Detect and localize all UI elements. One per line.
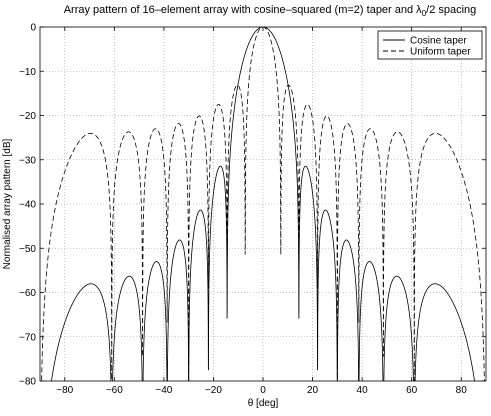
x-tick-label: −60 xyxy=(106,385,123,396)
x-tick-label: 20 xyxy=(307,385,319,396)
y-tick-label: −70 xyxy=(19,332,36,343)
y-tick-label: −10 xyxy=(19,67,36,78)
cosine-taper-line xyxy=(51,27,475,381)
y-tick-label: −60 xyxy=(19,288,36,299)
ticks: −80 −60 −40 −20 0 20 40 60 80 0 −10 −20 −30 −40 −50 −60… xyxy=(19,23,486,396)
y-axis-label: Normalised array pattern [dB] xyxy=(2,138,13,269)
x-tick-label: 40 xyxy=(357,385,369,396)
x-tick-label: 60 xyxy=(406,385,418,396)
uniform-taper-line xyxy=(41,27,485,381)
legend-label: Cosine taper xyxy=(410,36,467,47)
y-tick-label: −40 xyxy=(19,200,36,211)
x-tick-label: −80 xyxy=(56,385,73,396)
x-tick-label: 0 xyxy=(260,385,266,396)
x-tick-label: −40 xyxy=(155,385,172,396)
legend-label: Uniform taper xyxy=(410,47,471,58)
x-tick-label: −20 xyxy=(205,385,222,396)
plot-series xyxy=(41,27,485,381)
y-tick-label: −20 xyxy=(19,111,36,122)
grid-lines xyxy=(40,26,486,382)
y-tick-label: −80 xyxy=(19,377,36,388)
y-tick-label: −50 xyxy=(19,244,36,255)
x-tick-label: 80 xyxy=(456,385,468,396)
legend-box xyxy=(377,30,483,60)
x-axis-label: θ [deg] xyxy=(248,398,279,409)
y-tick-label: 0 xyxy=(30,23,36,34)
chart-title: Array pattern of 16–element array with c… xyxy=(63,4,477,19)
y-tick-label: −30 xyxy=(19,155,36,166)
